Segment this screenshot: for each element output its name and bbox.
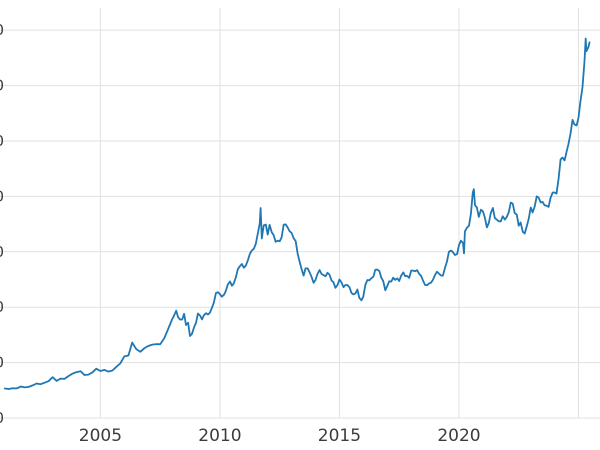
- y-tick-label: 2000: [0, 187, 4, 205]
- y-tick-label: 3000: [0, 77, 4, 95]
- y-tick-label: 2500: [0, 132, 4, 150]
- y-tick-label: 3500: [0, 21, 4, 39]
- price-line: [3, 37, 591, 390]
- y-tick-label: 500: [0, 354, 4, 372]
- y-tick-label: 0: [0, 409, 4, 427]
- y-tick-label: 1000: [0, 298, 4, 316]
- x-tick-label: 2005: [79, 426, 122, 446]
- x-tick-label: 2020: [437, 426, 480, 446]
- y-tick-label: 1500: [0, 243, 4, 261]
- x-tick-label: 2015: [318, 426, 361, 446]
- x-tick-label: 2010: [198, 426, 241, 446]
